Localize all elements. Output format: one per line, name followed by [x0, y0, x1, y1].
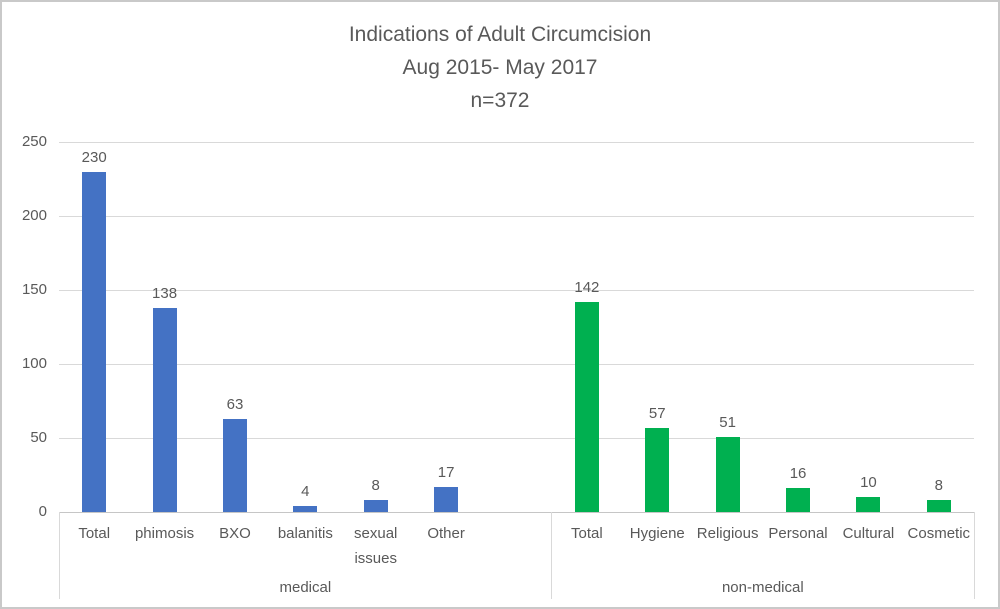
bar-medical-sexual-issues: [363, 500, 388, 512]
category-label-medical-other: Other: [427, 525, 465, 542]
y-axis-tick-label-150: 150: [21, 281, 47, 299]
bar-value-label-medical-sexual-issues: 8: [371, 477, 380, 495]
chart-title-line3: n=372: [470, 89, 530, 112]
bar-non-medical-hygiene: [645, 427, 670, 512]
bar-value-label-medical-other: 17: [437, 463, 455, 481]
group-label-medical: medical: [279, 579, 332, 596]
gridline-150: [59, 289, 974, 291]
category-label-non-medical-religious: Religious: [696, 525, 759, 542]
bar-value-label-non-medical-religious: 51: [719, 413, 736, 431]
bar-non-medical-cultural: [856, 497, 881, 512]
y-axis-tick-label-0: 0: [38, 503, 47, 520]
y-axis-tick-label-250: 250: [21, 133, 47, 151]
chart-title-line1: Indications of Adult Circumcision: [348, 23, 652, 46]
bar-medical-balanitis: [293, 506, 318, 512]
bar-non-medical-personal: [786, 488, 811, 512]
bar-non-medical-total: [574, 302, 599, 512]
gridline-100: [59, 363, 974, 365]
category-label-medical-total: Total: [78, 525, 111, 542]
bar-non-medical-religious: [715, 436, 740, 512]
bar-value-label-non-medical-cultural: 10: [860, 474, 877, 492]
bar-value-label-non-medical-personal: 16: [789, 465, 807, 483]
category-group-separator-2: [973, 512, 975, 599]
category-label-medical-phimosis: phimosis: [134, 525, 195, 542]
y-axis-tick-label-50: 50: [30, 429, 47, 447]
category-label-medical-bxo: BXO: [219, 525, 251, 542]
category-group-separator-1: [551, 512, 553, 599]
x-axis-line: [59, 512, 974, 513]
chart-title-line2: Aug 2015- May 2017: [402, 56, 598, 79]
bar-non-medical-cosmetic: [926, 500, 951, 512]
bar-value-label-non-medical-hygiene: 57: [648, 404, 666, 422]
bar-value-label-medical-total: 230: [81, 148, 107, 166]
bar-medical-phimosis: [152, 307, 177, 512]
category-label-non-medical-hygiene: Hygiene: [629, 525, 685, 542]
chart-title: Indications of Adult Circumcision Aug 20…: [2, 18, 998, 117]
bar-value-label-medical-bxo: 63: [226, 395, 244, 413]
y-axis-tick-label-200: 200: [21, 207, 47, 225]
category-label-non-medical-total: Total: [571, 525, 603, 542]
bar-medical-bxo: [222, 418, 247, 512]
bar-value-label-medical-phimosis: 138: [152, 284, 178, 302]
gridline-50: [59, 437, 974, 439]
category-label-medical-sexual-issues: sexual issues: [354, 525, 398, 567]
bar-value-label-medical-balanitis: 4: [301, 483, 310, 501]
group-label-non-medical: non-medical: [721, 579, 804, 596]
bar-medical-other: [434, 486, 459, 512]
y-axis-tick-label-100: 100: [21, 355, 47, 373]
gridline-250: [59, 141, 974, 143]
category-label-non-medical-personal: Personal: [768, 525, 828, 542]
category-label-medical-balanitis: balanitis: [277, 525, 333, 542]
bar-value-label-non-medical-cosmetic: 8: [934, 477, 943, 495]
category-label-non-medical-cultural: Cultural: [842, 525, 895, 542]
bar-medical-total: [82, 171, 107, 512]
gridline-200: [59, 215, 974, 217]
category-group-separator-0: [58, 512, 60, 599]
category-label-non-medical-cosmetic: Cosmetic: [907, 525, 971, 542]
bar-value-label-non-medical-total: 142: [574, 279, 600, 297]
